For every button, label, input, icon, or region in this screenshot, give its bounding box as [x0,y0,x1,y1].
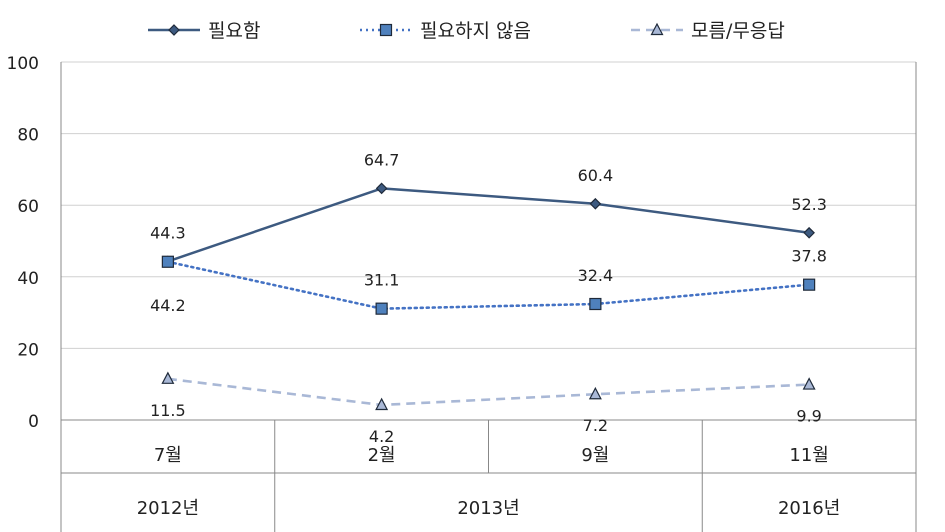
y-tick-label: 40 [17,269,39,289]
data-point-marker [589,197,602,210]
y-tick-label: 60 [17,197,39,217]
data-labels: 44.3 64.7 60.4 52.3 44.2 31.1 32.4 37.8 11.5 4.2 7… [150,150,827,446]
x-tick-label: 2월 [368,445,396,466]
data-label: 4.2 [369,427,394,446]
x-tick-label: 11월 [789,445,828,466]
data-point-marker [375,182,388,195]
legend-label-3: 모름/무응답 [691,20,785,42]
x-group-label: 2013년 [457,498,519,519]
data-point-marker [161,371,175,384]
y-tick-label: 80 [17,126,39,146]
y-axis: 0 20 40 60 80 100 [7,54,39,432]
series-line-1 [167,187,810,263]
data-label: 32.4 [578,266,614,285]
series-layer [161,182,816,411]
data-label: 52.3 [791,195,827,214]
series-line-3 [167,377,810,407]
x-tick-label: 7월 [154,445,182,466]
data-point-marker [589,297,602,311]
data-point-marker [588,386,602,400]
legend-marker-3 [650,22,664,36]
legend-label-1: 필요함 [208,20,260,42]
data-label: 11.5 [150,401,186,420]
x-group-label: 2012년 [137,498,199,519]
data-label: 7.2 [583,416,608,435]
data-point-marker [803,278,816,291]
legend-marker-2 [379,23,393,37]
data-label: 37.8 [791,247,827,266]
y-tick-label: 100 [7,54,39,74]
data-point-marker [803,226,815,239]
series-line-2 [166,260,811,310]
x-axis: 7월 2월 9월 11월 2012년 2013년 2016년 [137,420,840,532]
x-tick-label: 9월 [581,445,609,466]
data-label: 44.3 [150,223,186,242]
data-label: 44.2 [150,296,186,315]
data-point-marker [375,302,388,315]
data-label: 60.4 [578,166,614,185]
legend: 필요함 필요하지 않음 모름/무응답 [148,20,785,42]
x-group-label: 2016년 [778,498,840,519]
data-point-marker [375,397,389,411]
data-label: 9.9 [796,407,821,426]
data-label: 64.7 [364,150,400,169]
data-point-marker [802,377,816,390]
legend-label-2: 필요하지 않음 [420,20,531,42]
data-label: 31.1 [364,271,400,290]
data-point-marker [161,255,174,268]
y-tick-label: 20 [17,340,39,360]
y-tick-label: 0 [28,412,39,432]
legend-marker-1 [168,24,180,36]
